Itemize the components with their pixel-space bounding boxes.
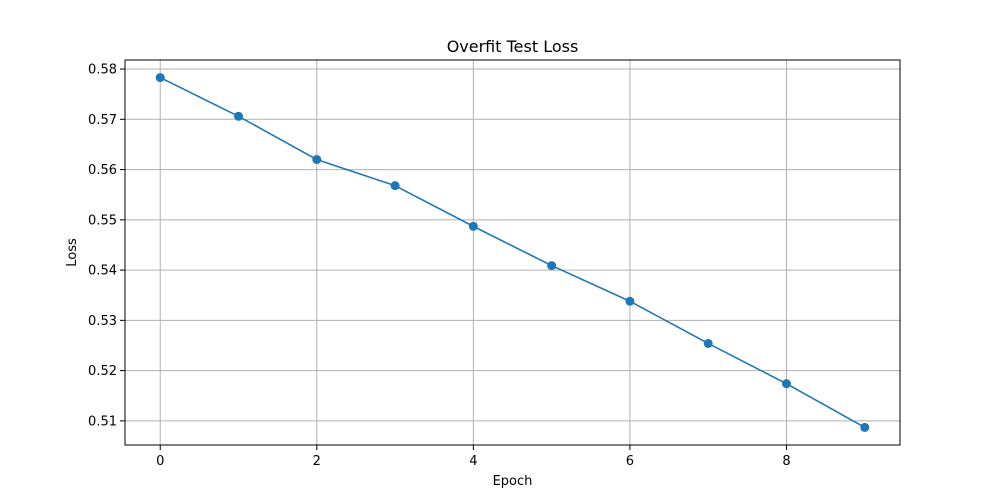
series-layer bbox=[155, 73, 870, 432]
x-tick-label: 2 bbox=[313, 454, 321, 469]
y-axis-label: Loss bbox=[65, 238, 80, 267]
data-point bbox=[625, 296, 635, 306]
data-point bbox=[234, 111, 244, 121]
data-point bbox=[703, 338, 713, 348]
y-tick-label: 0.53 bbox=[88, 314, 117, 329]
plot-frame bbox=[124, 59, 901, 446]
y-tick-label: 0.51 bbox=[88, 414, 117, 429]
data-point bbox=[155, 73, 165, 83]
x-tick-label: 6 bbox=[626, 454, 634, 469]
y-tick-label: 0.56 bbox=[88, 163, 117, 178]
y-tick-label: 0.52 bbox=[88, 364, 117, 379]
data-point bbox=[781, 379, 791, 389]
y-tick-label: 0.54 bbox=[88, 264, 117, 279]
data-point bbox=[860, 422, 870, 432]
y-tick-label: 0.57 bbox=[88, 113, 117, 128]
ticks-layer: 0 2 4 6 8 0.51 0.52 0.53 0.54 0.55 0.56 0.57 0.58 bbox=[88, 63, 791, 469]
x-axis-label: Epoch bbox=[493, 474, 533, 489]
x-tick-label: 8 bbox=[782, 454, 790, 469]
x-tick-label: 0 bbox=[156, 454, 164, 469]
y-tick-label: 0.58 bbox=[88, 63, 117, 78]
series-line bbox=[159, 76, 866, 429]
y-tick-label: 0.55 bbox=[88, 213, 117, 228]
x-tick-label: 4 bbox=[469, 454, 477, 469]
data-point bbox=[547, 261, 557, 271]
data-point bbox=[390, 181, 400, 191]
grid-layer bbox=[125, 60, 900, 445]
chart-title: Overfit Test Loss bbox=[447, 37, 579, 56]
data-point bbox=[312, 155, 322, 165]
data-point bbox=[468, 221, 478, 231]
